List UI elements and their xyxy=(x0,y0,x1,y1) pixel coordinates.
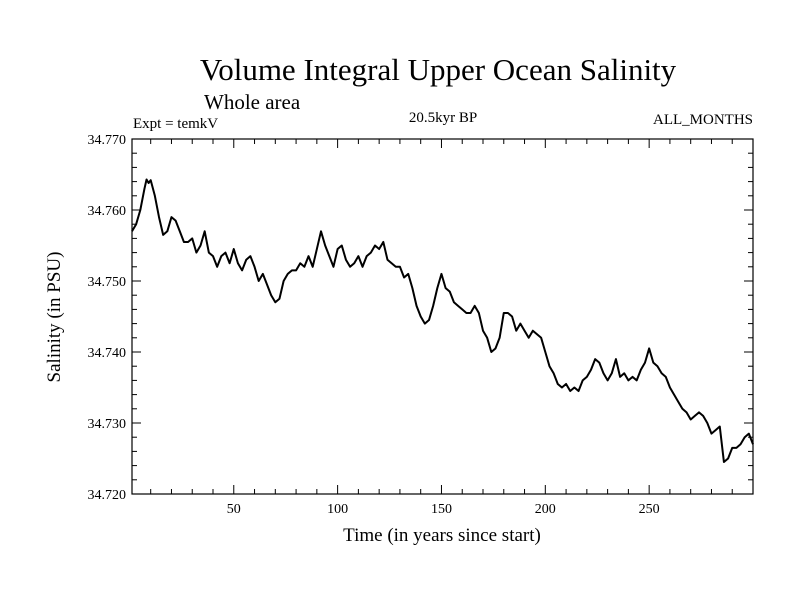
y-tick-label: 34.770 xyxy=(88,133,127,148)
y-tick-label: 34.730 xyxy=(88,417,127,432)
y-tick-label: 34.720 xyxy=(88,488,127,503)
header-right-label: ALL_MONTHS xyxy=(653,112,753,128)
salinity-series-line xyxy=(131,178,754,464)
x-tick-label: 100 xyxy=(327,502,348,517)
header-left-label: Expt = temkV xyxy=(133,116,218,132)
plot-frame xyxy=(131,138,754,495)
y-axis-label: Salinity (in PSU) xyxy=(44,252,65,383)
y-tick-label: 34.760 xyxy=(88,204,127,219)
x-tick-label: 50 xyxy=(227,502,241,517)
x-axis-ticks: 50 100 150 200 250 xyxy=(150,139,733,517)
y-axis-ticks: 34.720 34.730 34.740 34.750 34.760 34.770 xyxy=(88,133,753,503)
x-axis-label: Time (in years since start) xyxy=(343,525,541,546)
header-center-label: 20.5kyr BP xyxy=(409,110,477,126)
y-tick-label: 34.740 xyxy=(88,346,127,361)
chart-subtitle: Whole area xyxy=(204,90,301,114)
x-tick-label: 250 xyxy=(639,502,660,517)
chart-title: Volume Integral Upper Ocean Salinity xyxy=(200,52,677,87)
x-tick-label: 200 xyxy=(535,502,556,517)
y-tick-label: 34.750 xyxy=(88,275,127,290)
series-layer xyxy=(131,178,754,464)
x-tick-label: 150 xyxy=(431,502,452,517)
